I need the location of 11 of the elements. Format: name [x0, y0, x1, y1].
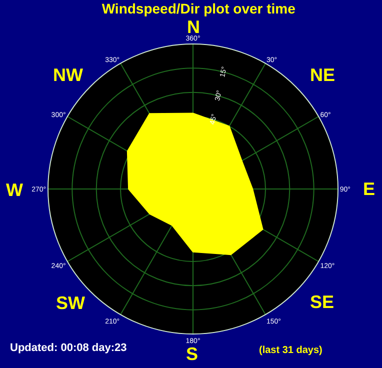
text: NE: [310, 65, 336, 85]
text: NW: [53, 65, 83, 85]
text: SE: [310, 292, 334, 312]
text: (last 31 days): [259, 345, 322, 356]
text: SW: [56, 293, 86, 313]
chart-title: Windspeed/Dir plot over time: [102, 0, 296, 16]
text: W: [6, 180, 23, 200]
text: Updated: 00:08 day:23: [10, 342, 127, 354]
text: S: [186, 344, 198, 364]
text: N: [187, 17, 200, 37]
text: E: [363, 179, 376, 199]
